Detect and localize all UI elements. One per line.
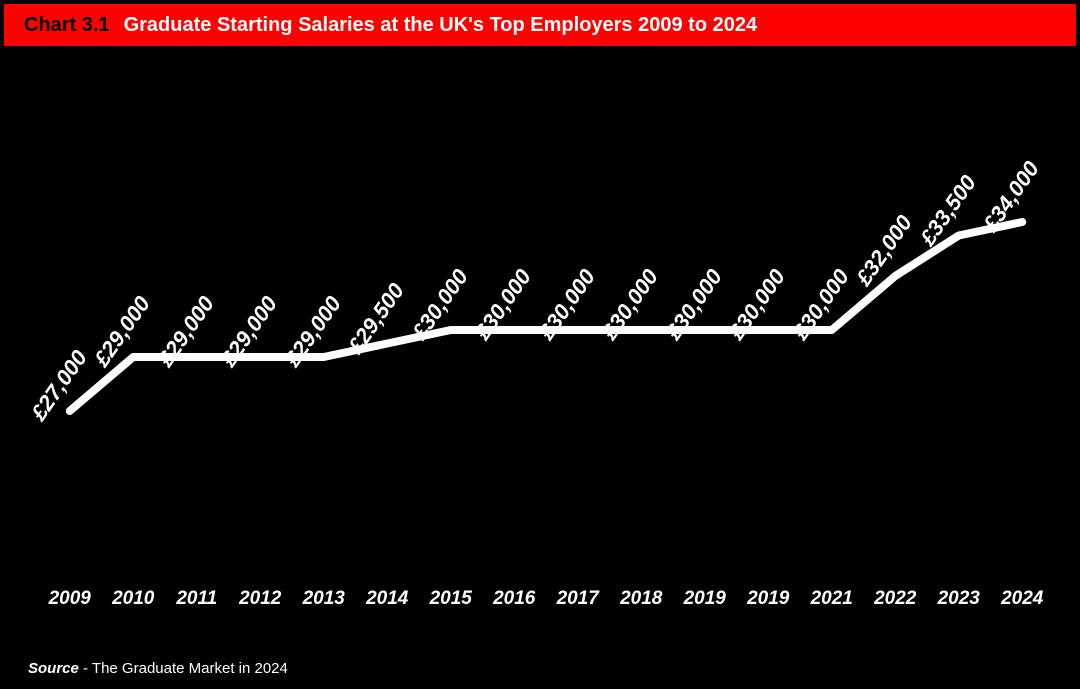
year-label: 2016	[493, 588, 535, 610]
title-bar: Chart 3.1 Graduate Starting Salaries at …	[4, 4, 1076, 46]
chart-title: Graduate Starting Salaries at the UK's T…	[124, 14, 758, 37]
year-label: 2010	[112, 588, 154, 610]
year-label: 2017	[557, 588, 599, 610]
year-label: 2014	[366, 588, 408, 610]
year-label: 2011	[176, 588, 217, 610]
year-label: 2019	[684, 588, 726, 610]
chart-number: Chart 3.1	[24, 14, 110, 37]
source-body: - The Graduate Market in 2024	[79, 660, 288, 677]
year-label: 2015	[430, 588, 472, 610]
chart-page: Chart 3.1 Graduate Starting Salaries at …	[0, 0, 1080, 689]
year-label: 2019	[747, 588, 789, 610]
year-label: 2023	[938, 588, 980, 610]
year-label: 2012	[239, 588, 281, 610]
source-prefix: Source	[28, 660, 79, 677]
year-label: 2018	[620, 588, 662, 610]
year-label: 2013	[303, 588, 345, 610]
year-label: 2021	[811, 588, 853, 610]
year-label: 2024	[1001, 588, 1043, 610]
source-text: Source - The Graduate Market in 2024	[28, 660, 288, 677]
plot-area: £27,000£29,000£29,000£29,000£29,000£29,5…	[38, 60, 1054, 600]
year-label: 2022	[874, 588, 916, 610]
year-label: 2009	[49, 588, 91, 610]
